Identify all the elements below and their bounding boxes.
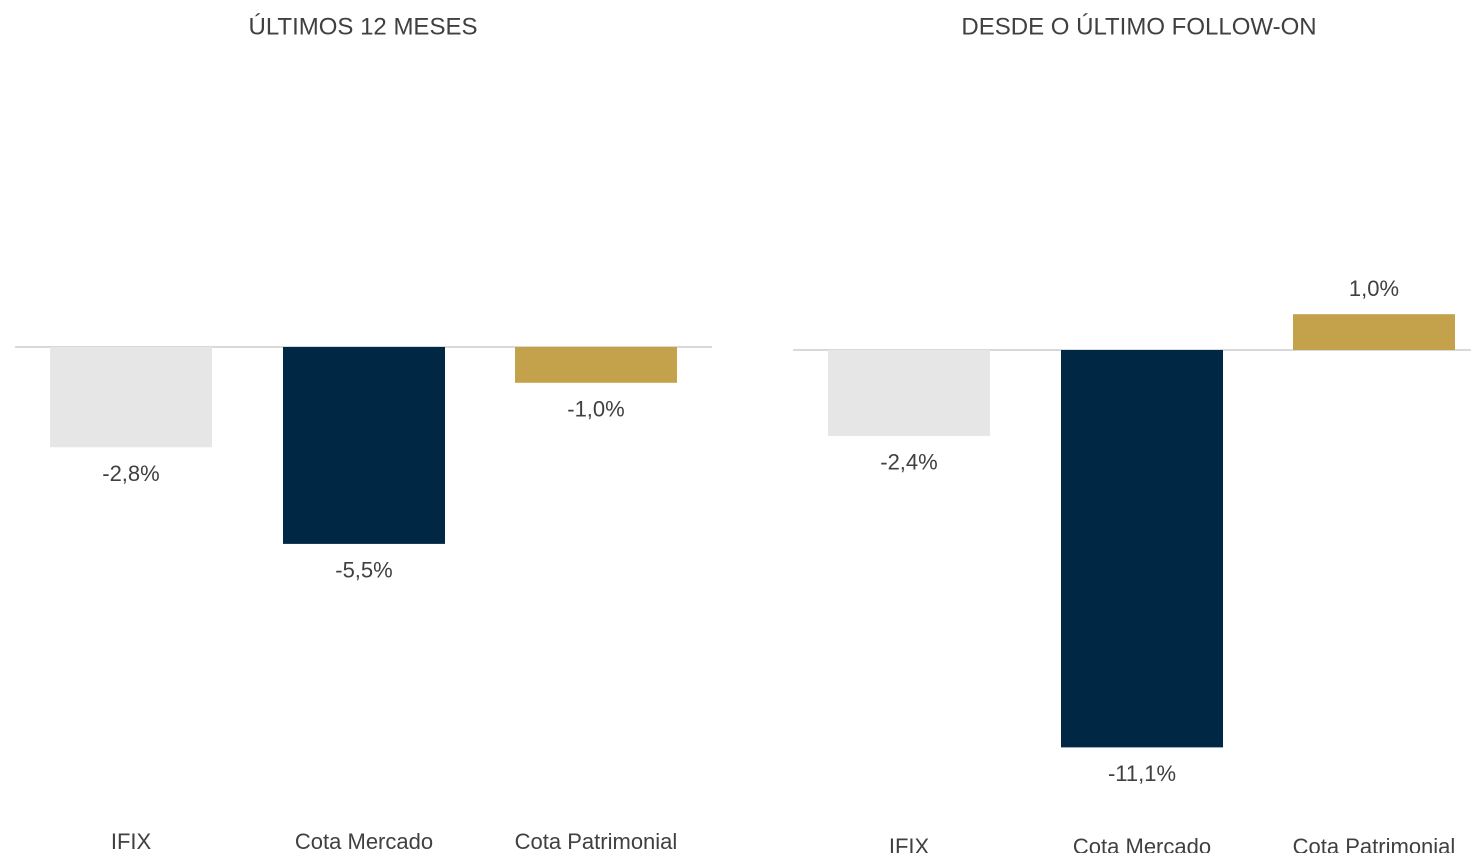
value-label: -2,8% [102,461,159,486]
chart-title: DESDE O ÚLTIMO FOLLOW-ON [961,13,1316,40]
chart-title: ÚLTIMOS 12 MESES [249,13,478,40]
bar [828,350,990,436]
category-label: Cota Mercado [295,829,433,853]
value-label: -2,4% [880,450,937,475]
category-label: IFIX [889,834,930,853]
category-label: Cota Patrimonial [1293,834,1456,853]
bar [1293,314,1455,350]
value-label: -5,5% [335,558,392,583]
value-label: -1,0% [567,397,624,422]
category-label: IFIX [111,829,152,853]
value-label: -11,1% [1108,761,1176,786]
category-label: Cota Mercado [1073,834,1211,853]
category-label: Cota Patrimonial [515,829,678,853]
value-label: 1,0% [1349,276,1399,301]
bar [283,347,445,544]
bar [515,347,677,383]
bar [1061,350,1223,748]
bar [50,347,212,448]
